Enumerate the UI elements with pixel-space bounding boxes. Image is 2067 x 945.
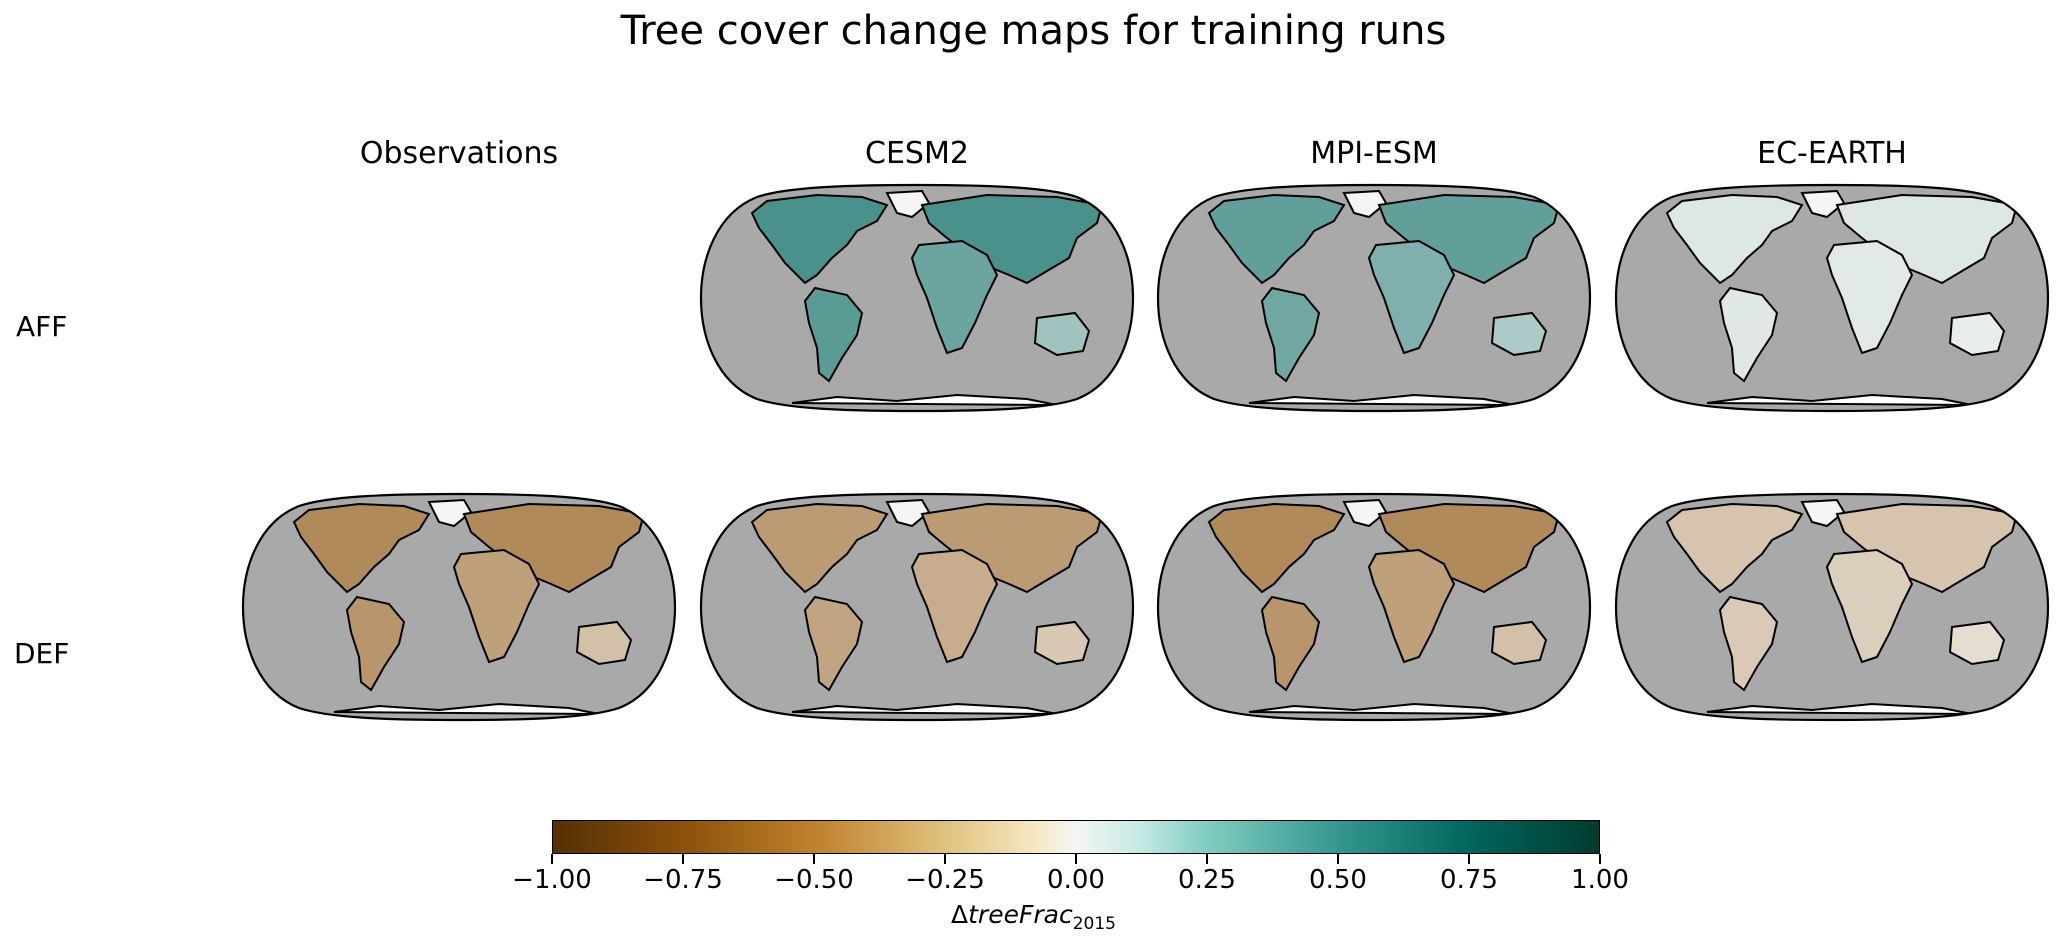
figure-title: Tree cover change maps for training runs (620, 8, 1447, 54)
continent-africa (452, 548, 541, 664)
colorbar-tick (1599, 854, 1601, 864)
map-outline (699, 183, 1135, 413)
colorbar-tick-label: −0.50 (774, 865, 854, 895)
continent-northAmerica (750, 193, 889, 285)
world-map-svg (699, 492, 1135, 722)
colorbar-tick-label: −1.00 (512, 865, 592, 895)
colorbar-tick-label: 0.75 (1440, 865, 1498, 895)
colorbar-tick-label: 1.00 (1571, 865, 1629, 895)
continent-greenland (1800, 189, 1846, 219)
colorbar-tick (813, 854, 815, 864)
colorbar-tick-label: 0.00 (1047, 865, 1105, 895)
column-header-observations: Observations (359, 136, 559, 171)
continent-australia (1490, 311, 1548, 357)
colorbar-tick (551, 854, 553, 864)
continent-southAmerica (345, 595, 406, 692)
colorbar-tick (1206, 854, 1208, 864)
continent-southAmerica (803, 286, 864, 383)
map-def-mpi-esm (1154, 492, 1594, 722)
row-label-def: DEF (14, 637, 70, 670)
continent-africa (1367, 239, 1456, 355)
world-map-svg (1614, 183, 2050, 413)
continent-australia (1948, 311, 2006, 357)
map-def-observations (239, 492, 679, 722)
continent-australia (575, 620, 633, 666)
continent-greenland (885, 189, 931, 219)
continent-northAmerica (750, 502, 889, 594)
colorbar-tick (944, 854, 946, 864)
continent-northAmerica (1207, 193, 1346, 285)
continent-australia (1948, 620, 2006, 666)
map-outline (699, 492, 1135, 722)
continent-africa (1825, 548, 1914, 664)
world-map-svg (1614, 492, 2050, 722)
map-aff-mpi-esm (1154, 183, 1594, 413)
continent-africa (1367, 548, 1456, 664)
column-header-ec-earth: EC-EARTH (1757, 136, 1907, 171)
colorbar-label-main: treeFrac (968, 900, 1073, 929)
continent-northAmerica (1665, 502, 1804, 594)
world-map-svg (699, 183, 1135, 413)
map-aff-cesm2 (697, 183, 1137, 413)
colorbar-tick-label: −0.25 (905, 865, 985, 895)
continent-northAmerica (1207, 502, 1346, 594)
continent-greenland (427, 498, 473, 528)
continent-southAmerica (1718, 286, 1779, 383)
continent-africa (1825, 239, 1914, 355)
colorbar-tick (1468, 854, 1470, 864)
continent-northAmerica (1665, 193, 1804, 285)
world-map-svg (241, 492, 677, 722)
continent-greenland (885, 498, 931, 528)
map-outline (241, 492, 677, 722)
map-outline (1614, 183, 2050, 413)
continent-southAmerica (1260, 595, 1321, 692)
colorbar-tick (1075, 854, 1077, 864)
colorbar (552, 820, 1600, 854)
row-label-aff: AFF (16, 310, 68, 343)
colorbar-tick-label: 0.25 (1178, 865, 1236, 895)
column-header-mpi-esm: MPI-ESM (1310, 136, 1438, 171)
continent-australia (1490, 620, 1548, 666)
map-aff-ec-earth (1612, 183, 2052, 413)
map-outline (1156, 492, 1592, 722)
world-map-svg (1156, 183, 1592, 413)
colorbar-label-sub: 2015 (1072, 914, 1116, 934)
map-outline (1614, 492, 2050, 722)
colorbar-tick (1337, 854, 1339, 864)
colorbar-tick-label: −0.75 (643, 865, 723, 895)
continent-southAmerica (1718, 595, 1779, 692)
colorbar-label: ΔtreeFrac2015 (0, 900, 2067, 934)
continent-australia (1033, 620, 1091, 666)
continent-greenland (1800, 498, 1846, 528)
map-def-ec-earth (1612, 492, 2052, 722)
continent-southAmerica (1260, 286, 1321, 383)
map-outline (1156, 183, 1592, 413)
continent-greenland (1342, 498, 1388, 528)
continent-greenland (1342, 189, 1388, 219)
continent-africa (910, 239, 999, 355)
map-def-cesm2 (697, 492, 1137, 722)
world-map-svg (1156, 492, 1592, 722)
continent-southAmerica (803, 595, 864, 692)
continent-northAmerica (292, 502, 431, 594)
continent-australia (1033, 311, 1091, 357)
colorbar-tick-label: 0.50 (1309, 865, 1367, 895)
continent-africa (910, 548, 999, 664)
colorbar-tick (682, 854, 684, 864)
colorbar-label-prefix: Δ (951, 900, 969, 929)
column-header-cesm2: CESM2 (865, 136, 969, 171)
